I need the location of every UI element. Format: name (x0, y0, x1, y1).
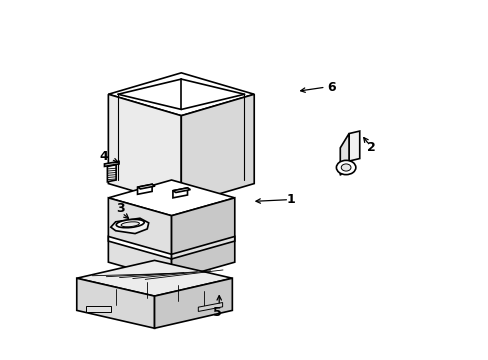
Polygon shape (108, 73, 254, 116)
Polygon shape (173, 188, 190, 193)
Text: 4: 4 (99, 150, 108, 163)
Polygon shape (173, 188, 187, 198)
Polygon shape (107, 165, 116, 182)
Polygon shape (181, 94, 254, 205)
Circle shape (341, 164, 350, 171)
Polygon shape (198, 302, 222, 311)
Ellipse shape (116, 220, 144, 228)
Polygon shape (171, 198, 234, 280)
Polygon shape (77, 278, 154, 328)
Polygon shape (77, 260, 232, 296)
Polygon shape (108, 237, 171, 259)
Polygon shape (154, 278, 232, 328)
Text: 3: 3 (116, 202, 124, 215)
Text: 6: 6 (327, 81, 336, 94)
Ellipse shape (121, 222, 139, 227)
Circle shape (336, 160, 355, 175)
Polygon shape (348, 131, 359, 161)
Polygon shape (104, 161, 119, 166)
Text: 2: 2 (366, 141, 374, 154)
Polygon shape (108, 180, 234, 216)
Polygon shape (171, 237, 234, 259)
Polygon shape (108, 94, 181, 205)
Polygon shape (86, 306, 111, 312)
Polygon shape (111, 218, 148, 234)
Polygon shape (108, 198, 171, 280)
Polygon shape (137, 184, 155, 189)
Text: 1: 1 (286, 193, 294, 206)
Polygon shape (137, 184, 152, 194)
Polygon shape (340, 134, 348, 175)
Text: 5: 5 (213, 306, 222, 319)
